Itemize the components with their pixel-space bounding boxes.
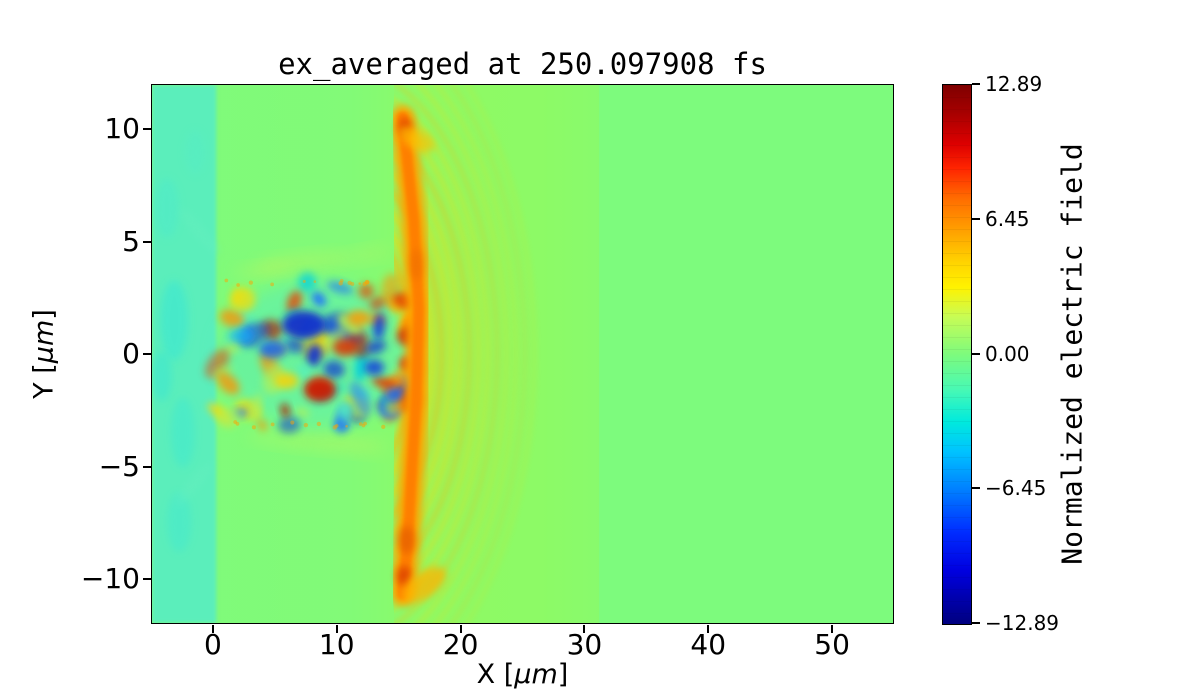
y-tick-label: 0 xyxy=(122,337,140,370)
colorbar-label: Normalized electric field xyxy=(1055,143,1089,565)
colorbar-tick-label: 12.89 xyxy=(985,72,1043,96)
y-tick-label: −10 xyxy=(80,562,140,595)
y-tick-label: 10 xyxy=(104,112,140,145)
colorbar-tick-mark xyxy=(972,487,980,490)
y-tick-mark xyxy=(143,353,151,355)
y-axis-label-post: ] xyxy=(28,309,60,320)
colorbar-tick-label: 6.45 xyxy=(985,206,1030,231)
colorbar-tick-mark xyxy=(972,622,980,624)
colorbar-tick-label: −12.89 xyxy=(985,611,1060,635)
x-axis-unit: μm xyxy=(514,659,558,690)
y-tick-mark xyxy=(143,465,151,468)
y-tick-label: 5 xyxy=(122,224,140,258)
x-tick-mark xyxy=(583,625,586,633)
x-tick-label: 10 xyxy=(318,628,355,661)
colorbar-tick-mark xyxy=(972,352,980,355)
y-axis-label-pre: Y [ xyxy=(28,363,60,399)
x-tick-mark xyxy=(707,625,710,633)
y-tick-mark xyxy=(143,240,151,243)
colorbar-tick-mark xyxy=(972,83,980,85)
plot-area xyxy=(151,84,894,624)
plot-title: ex_averaged at 250.097908 fs xyxy=(278,47,767,81)
x-axis-label-post: ] xyxy=(557,659,569,690)
y-tick-label: −5 xyxy=(98,449,140,483)
colorbar-tick-mark xyxy=(972,217,980,220)
x-tick-label: 30 xyxy=(566,628,603,661)
x-tick-mark xyxy=(335,625,338,633)
colorbar xyxy=(942,84,972,625)
colorbar-gradient-banding xyxy=(943,85,971,624)
colorbar-tick-label: 0.00 xyxy=(985,341,1030,366)
colorbar-tick-label: −6.45 xyxy=(985,476,1047,501)
y-tick-mark xyxy=(143,128,151,130)
y-tick-mark xyxy=(143,578,151,580)
heatmap-svg xyxy=(152,85,893,623)
x-axis-label-pre: X [ xyxy=(476,659,515,690)
x-tick-mark xyxy=(459,625,462,633)
x-tick-label: 20 xyxy=(442,628,479,661)
x-tick-label: 40 xyxy=(690,628,727,661)
x-axis-label: X [μm] xyxy=(151,661,894,688)
x-tick-label: 50 xyxy=(814,628,850,661)
x-tick-label: 0 xyxy=(203,628,222,661)
x-tick-mark xyxy=(831,625,834,633)
x-tick-mark xyxy=(211,625,214,633)
